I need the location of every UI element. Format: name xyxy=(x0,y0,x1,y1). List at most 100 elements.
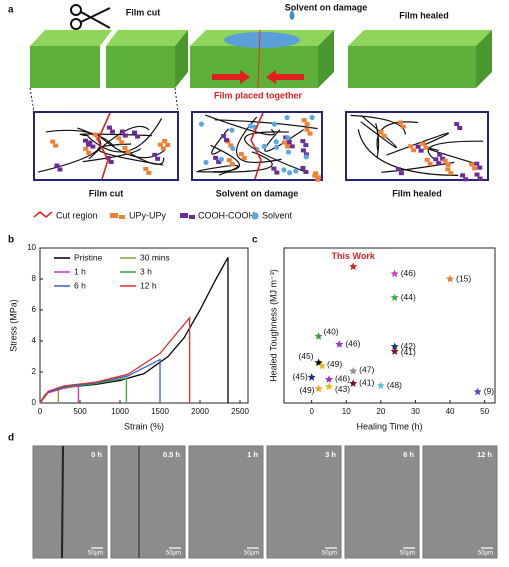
panel-label: c xyxy=(252,235,258,246)
binding-unit xyxy=(238,152,244,157)
y-axis-title: Stress (MPa) xyxy=(8,299,18,352)
solvent-dot xyxy=(271,121,278,127)
binding-unit xyxy=(282,140,288,145)
data-line xyxy=(39,256,229,404)
point-label: (45) xyxy=(298,351,313,361)
binding-unit xyxy=(122,145,128,150)
data-point xyxy=(335,340,344,348)
binding-unit xyxy=(315,177,321,182)
box-label: Film healed xyxy=(392,188,442,198)
binding-unit xyxy=(83,146,89,151)
binding-unit xyxy=(418,148,424,153)
solvent-dot xyxy=(284,114,290,121)
binding-unit xyxy=(301,118,307,123)
x-tick-label: 0 xyxy=(38,407,43,416)
polymer-chain xyxy=(212,151,273,173)
binding-unit xyxy=(460,173,466,178)
step-label: Solvent on damage xyxy=(285,2,368,12)
solvent-dot xyxy=(248,123,254,129)
binding-unit xyxy=(162,139,168,144)
micrograph-shade xyxy=(344,445,420,559)
x-tick-label: 1500 xyxy=(151,407,169,416)
polymer-chain xyxy=(376,121,419,153)
x-axis-title: Healing Time (h) xyxy=(356,421,422,431)
polymer-chain xyxy=(357,129,459,177)
scale-label: 50μm xyxy=(244,551,259,557)
binding-unit xyxy=(397,120,403,125)
binding-unit xyxy=(440,156,446,161)
binding-unit xyxy=(300,139,306,144)
binding-unit xyxy=(316,175,322,180)
time-label: 6 h xyxy=(403,450,414,459)
binding-unit xyxy=(226,158,232,163)
x-tick-label: 0 xyxy=(309,407,314,416)
binding-unit xyxy=(157,142,163,147)
y-axis-title: Healed Toughness (MJ m⁻³) xyxy=(268,269,278,382)
binding-unit xyxy=(155,156,161,161)
binding-unit xyxy=(228,143,234,148)
crack xyxy=(61,445,64,559)
point-label: (46) xyxy=(345,339,360,349)
solvent-dot xyxy=(286,170,293,176)
binding-unit xyxy=(152,152,158,157)
solvent-dot xyxy=(203,159,209,165)
x-tick-label: 500 xyxy=(73,407,87,416)
step-label: Film cut xyxy=(126,7,161,17)
time-label: 1 h xyxy=(247,450,258,459)
y-tick-label: 0 xyxy=(32,398,37,407)
point-label: (9) xyxy=(484,386,495,396)
micrograph-shade xyxy=(110,445,186,559)
solvent-dot xyxy=(198,121,205,127)
time-label: 12 h xyxy=(477,450,492,459)
x-tick-label: 1000 xyxy=(111,407,129,416)
point-label: (44) xyxy=(401,292,416,302)
film-slab xyxy=(30,30,188,88)
binding-unit xyxy=(469,162,475,167)
polymer-chain xyxy=(95,132,166,159)
x-tick-label: 2000 xyxy=(191,407,209,416)
binding-unit xyxy=(472,166,478,171)
polymer-chain xyxy=(125,150,165,165)
solvent-dot xyxy=(285,149,292,155)
polymer-chain xyxy=(79,133,152,137)
y-tick-label: 4 xyxy=(32,336,37,345)
binding-unit xyxy=(116,136,122,141)
legend-label: 12 h xyxy=(140,280,157,290)
panel-label: a xyxy=(8,5,14,16)
binding-unit xyxy=(122,133,128,138)
binding-unit xyxy=(304,122,310,127)
point-label: (49) xyxy=(327,359,342,369)
box-label: Solvent on damage xyxy=(216,188,299,198)
binding-unit xyxy=(395,167,401,172)
binding-unit xyxy=(445,162,451,167)
micrograph-image xyxy=(267,446,341,558)
micrograph-shade xyxy=(188,445,264,559)
legend-label: Solvent xyxy=(262,210,293,220)
polymer-chain xyxy=(97,143,164,166)
binding-unit xyxy=(53,143,59,148)
binding-unit xyxy=(304,127,310,132)
polymer-chain xyxy=(244,131,305,172)
data-point xyxy=(349,379,358,387)
film-slab xyxy=(190,10,334,89)
binding-unit xyxy=(424,157,430,162)
point-label: (43) xyxy=(335,384,350,394)
data-point xyxy=(376,381,385,389)
point-label: (42) xyxy=(401,341,416,351)
plot-frame xyxy=(283,247,496,404)
scissors-icon xyxy=(70,4,111,30)
time-label: 0 h xyxy=(91,450,102,459)
binding-unit xyxy=(300,148,306,153)
binding-unit xyxy=(398,171,404,176)
binding-unit xyxy=(437,152,443,157)
binding-unit xyxy=(415,144,421,149)
micrograph: 12 h 50μm xyxy=(422,445,498,559)
solvent-dot xyxy=(285,135,291,141)
y-tick-label: 2 xyxy=(32,367,37,376)
binding-unit xyxy=(436,161,442,166)
legend-label: Pristine xyxy=(74,252,103,262)
legend-label: Cut region xyxy=(56,210,98,220)
binding-unit xyxy=(143,166,149,171)
x-tick-label: 40 xyxy=(446,407,455,416)
